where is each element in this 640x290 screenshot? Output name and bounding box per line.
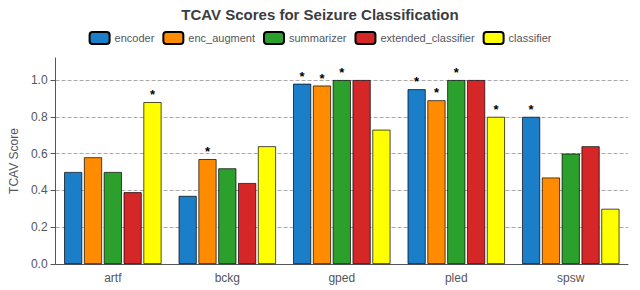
- svg-text:*: *: [434, 85, 440, 100]
- svg-text:spsw: spsw: [557, 271, 585, 285]
- svg-text:enc_augment: enc_augment: [188, 32, 255, 44]
- svg-text:pled: pled: [445, 271, 468, 285]
- svg-text:*: *: [205, 144, 211, 159]
- svg-text:0.2: 0.2: [31, 220, 48, 234]
- svg-text:extended_classifier: extended_classifier: [380, 32, 475, 44]
- svg-text:*: *: [319, 71, 325, 86]
- svg-text:0.6: 0.6: [31, 147, 48, 161]
- svg-text:TCAV Scores for Seizure Classi: TCAV Scores for Seizure Classification: [181, 6, 458, 23]
- svg-text:*: *: [150, 87, 156, 102]
- svg-text:*: *: [529, 102, 535, 117]
- svg-text:0.8: 0.8: [31, 110, 48, 124]
- svg-text:*: *: [454, 65, 460, 80]
- svg-text:*: *: [300, 69, 306, 84]
- svg-text:gped: gped: [328, 271, 355, 285]
- svg-text:0.0: 0.0: [31, 257, 48, 271]
- svg-text:summarizer: summarizer: [289, 32, 347, 44]
- svg-text:artf: artf: [104, 271, 122, 285]
- svg-text:*: *: [339, 65, 345, 80]
- svg-text:classifier: classifier: [509, 32, 552, 44]
- svg-text:bckg: bckg: [215, 271, 240, 285]
- svg-text:1.0: 1.0: [31, 73, 48, 87]
- svg-text:*: *: [414, 74, 420, 89]
- svg-text:*: *: [493, 102, 499, 117]
- svg-text:0.4: 0.4: [31, 183, 48, 197]
- svg-text:TCAV Score: TCAV Score: [7, 128, 21, 194]
- svg-text:encoder: encoder: [115, 32, 155, 44]
